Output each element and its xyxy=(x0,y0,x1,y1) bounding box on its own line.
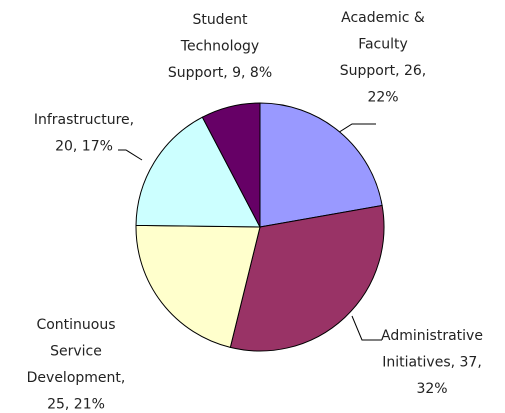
leader-line xyxy=(351,315,382,341)
slice-label: 20, 17% xyxy=(55,139,113,155)
slice-label: 22% xyxy=(367,90,398,106)
leader-line xyxy=(118,149,143,161)
slice-label: Academic & xyxy=(341,10,425,26)
pie-slice xyxy=(259,102,383,228)
slice-label: Infrastructure, xyxy=(34,112,134,128)
slice-label: Initiatives, 37, xyxy=(382,355,482,371)
slice-label: 25, 21% xyxy=(47,397,105,413)
slice-label: 32% xyxy=(416,381,447,397)
pie-slice xyxy=(229,204,385,352)
slice-label: Development, xyxy=(27,370,126,386)
slice-label: Technology xyxy=(180,39,259,55)
pie-slice xyxy=(201,102,261,228)
slice-label: Administrative xyxy=(381,328,483,344)
slice-label: Service xyxy=(50,344,102,360)
slice-label: Student xyxy=(192,12,248,28)
slice-label: Continuous xyxy=(36,317,115,333)
slice-label: Support, 9, 8% xyxy=(168,65,272,81)
slice-label: Support, 26, xyxy=(340,63,427,79)
pie-slice xyxy=(135,116,261,228)
slice-label: Faculty xyxy=(358,37,408,53)
pie-slice xyxy=(135,224,261,349)
